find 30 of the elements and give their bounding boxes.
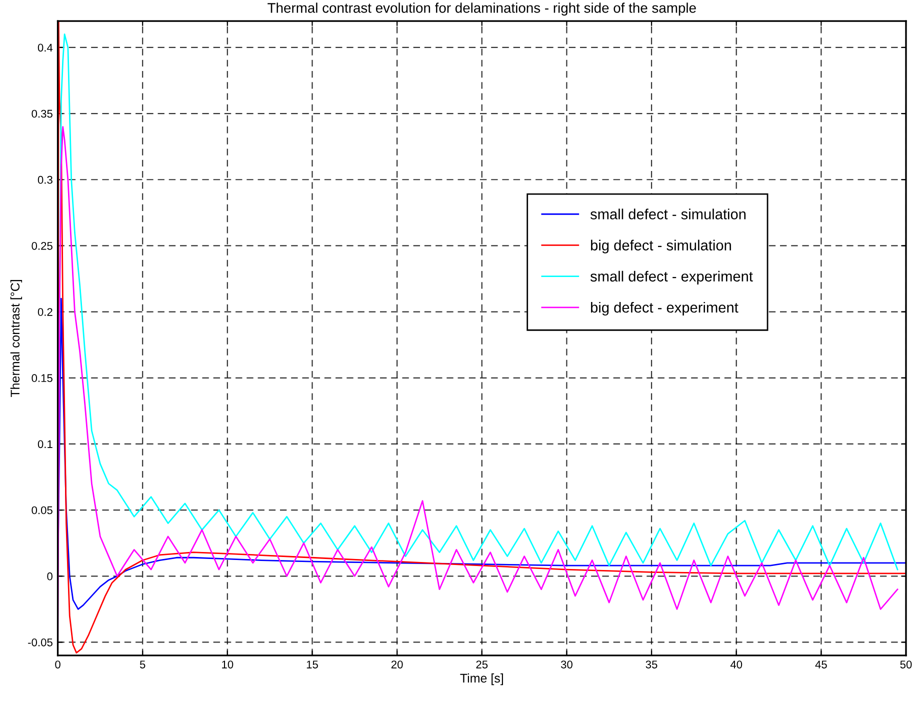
y-tick-label: 0.05 — [32, 506, 52, 514]
x-tick-label: 40 — [730, 660, 742, 668]
legend-label: small defect - experiment — [590, 270, 753, 284]
x-tick-label: 45 — [815, 660, 827, 668]
y-tick-label: 0.2 — [38, 308, 52, 316]
x-tick-label: 30 — [560, 660, 572, 668]
legend-label: big defect - simulation — [590, 240, 731, 254]
x-tick-label: 35 — [646, 660, 658, 668]
x-tick-label: 0 — [55, 660, 60, 668]
x-tick-label: 50 — [900, 660, 912, 668]
y-tick-label: 0.3 — [38, 176, 52, 184]
y-tick-label: -0.05 — [28, 638, 52, 646]
x-tick-label: 20 — [391, 660, 403, 668]
x-tick-label: 5 — [140, 660, 146, 668]
legend-label: big defect - experiment — [590, 302, 738, 316]
chart-title: Thermal contrast evolution for delaminations - right side of the sample — [268, 2, 696, 16]
y-tick-label: 0.35 — [32, 110, 52, 118]
y-tick-label: 0.15 — [32, 374, 52, 382]
y-axis-title: Thermal contrast [°C] — [10, 280, 22, 398]
line-series — [58, 34, 898, 570]
x-tick-label: 10 — [222, 660, 234, 668]
x-tick-label: 15 — [306, 660, 318, 668]
x-axis-title: Time [s] — [460, 673, 503, 686]
y-tick-label: 0.4 — [38, 44, 53, 52]
y-tick-label: 0.1 — [38, 440, 52, 448]
y-tick-label: 0.25 — [32, 242, 52, 250]
legend-label: small defect - simulation — [590, 208, 746, 220]
y-tick-label: 0 — [47, 572, 52, 580]
x-tick-label: 25 — [476, 660, 488, 668]
line-series — [58, 298, 906, 610]
